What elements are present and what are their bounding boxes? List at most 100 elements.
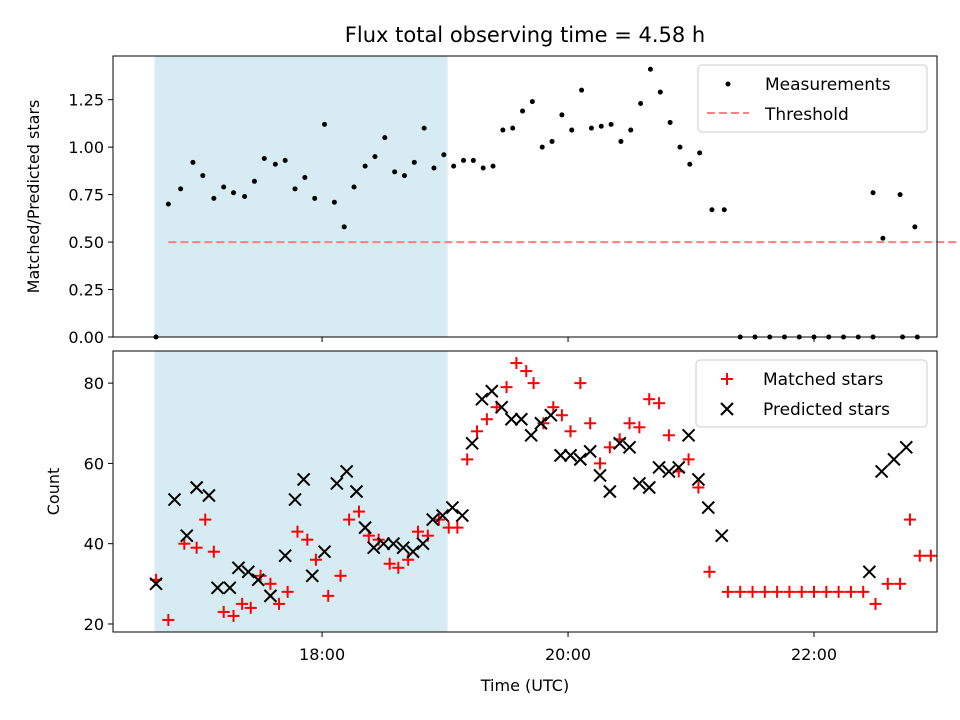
measurement-point — [912, 224, 918, 230]
matched-star-point — [703, 565, 716, 578]
matched-star-point — [236, 597, 249, 610]
predicted-star-point — [231, 561, 246, 575]
measurement-point — [401, 173, 407, 179]
measurement-point — [470, 157, 476, 163]
predicted-star-point — [278, 549, 292, 563]
matched-star-point — [273, 597, 286, 610]
measurement-point — [461, 157, 467, 163]
predicted-star-point — [210, 581, 225, 595]
measurement-point — [897, 192, 903, 198]
matched-star-point — [510, 357, 523, 370]
matched-star-point — [461, 453, 474, 466]
predicted-star-point — [874, 464, 889, 479]
matched-star-point — [857, 585, 870, 598]
bottom-x-tick-label: 22:00 — [791, 645, 837, 664]
bottom-y-tick-label: 20 — [84, 615, 104, 634]
predicted-star-point — [603, 484, 617, 499]
predicted-star-point — [632, 476, 647, 491]
matched-star-point — [903, 513, 916, 526]
predicted-star-point — [406, 545, 420, 559]
predicted-star-point — [691, 472, 706, 487]
matched-star-point — [471, 425, 484, 438]
matched-star-point — [537, 417, 550, 430]
predicted-star-point — [349, 484, 364, 499]
measurement-point — [608, 121, 614, 127]
measurement-point — [579, 87, 585, 93]
measurement-point — [588, 125, 594, 131]
predicted-star-point — [701, 500, 715, 515]
predicted-star-point — [544, 408, 558, 422]
matched-star-point — [322, 589, 335, 602]
predicted-star-point — [426, 512, 440, 527]
predicted-star-point — [223, 581, 237, 595]
measurement-point — [880, 235, 886, 241]
matched-star-point — [281, 585, 294, 598]
measurement-point — [362, 163, 368, 169]
legend-matched-label: Matched stars — [763, 370, 883, 390]
predicted-star-point — [435, 508, 450, 523]
measurement-point — [721, 207, 727, 213]
measurement-point — [292, 186, 298, 192]
matched-star-point — [584, 417, 597, 430]
predicted-star-point — [553, 448, 568, 463]
predicted-star-point — [593, 468, 607, 483]
predicted-star-point — [583, 444, 597, 459]
matched-star-point — [783, 585, 796, 598]
bottom-x-tick-label: 20:00 — [545, 645, 591, 664]
matched-star-point — [894, 577, 907, 590]
predicted-star-point — [367, 540, 381, 555]
predicted-star-point — [622, 440, 637, 455]
matched-star-point — [555, 409, 568, 422]
predicted-star-point — [672, 460, 686, 475]
matched-star-point — [603, 441, 616, 454]
measurement-point — [372, 154, 378, 160]
chart-title: Flux total observing time = 4.58 h — [345, 23, 705, 47]
predicted-star-point — [386, 536, 401, 551]
predicted-star-point — [416, 536, 430, 551]
matched-star-point — [594, 457, 607, 470]
predicted-star-point — [862, 565, 877, 579]
matched-star-point — [500, 381, 513, 394]
matched-star-point — [162, 613, 175, 626]
matched-star-point — [682, 453, 695, 466]
legend-predicted-label: Predicted stars — [763, 400, 890, 420]
predicted-star-point — [504, 412, 519, 426]
bottom-y-axis: 20 40 60 80 — [84, 374, 113, 634]
predicted-star-point — [485, 384, 499, 398]
predicted-star-point — [288, 492, 302, 507]
measurement-point — [697, 150, 703, 156]
matched-star-point — [564, 425, 577, 438]
measurement-point — [221, 184, 227, 190]
matched-star-point — [662, 429, 675, 442]
predicted-star-point — [662, 464, 676, 479]
top-y-tick-label: 0.50 — [68, 233, 104, 252]
top-panel: Flux total observing time = 4.58 h 0.000… — [24, 23, 960, 347]
predicted-star-point — [652, 460, 666, 475]
matched-star-point — [207, 545, 220, 558]
matched-star-point — [244, 601, 257, 614]
matched-star-point — [547, 401, 560, 414]
measurement-point — [539, 144, 545, 150]
bottom-y-tick-label: 40 — [84, 535, 104, 554]
matched-star-point — [721, 585, 734, 598]
matched-star-point — [820, 585, 833, 598]
matched-star-point — [451, 521, 464, 534]
matched-star-point — [746, 585, 759, 598]
measurement-point — [282, 157, 288, 163]
predicted-star-point — [376, 536, 391, 551]
bottom-legend: Matched stars Predicted stars — [695, 359, 928, 428]
matched-star-point — [227, 609, 240, 622]
matched-star-point — [520, 365, 533, 378]
predicted-star-point — [475, 392, 489, 406]
predicted-star-point — [149, 577, 163, 591]
predicted-star-point — [465, 436, 479, 451]
bottom-x-tick-label: 18:00 — [299, 645, 345, 664]
measurement-point — [431, 165, 437, 171]
predicted-star-point — [339, 464, 354, 479]
measurement-point — [549, 138, 555, 144]
predicted-star-point — [305, 569, 319, 583]
predicted-star-point — [899, 440, 913, 455]
predicted-star-point — [251, 573, 265, 587]
predicted-star-point — [396, 540, 410, 555]
